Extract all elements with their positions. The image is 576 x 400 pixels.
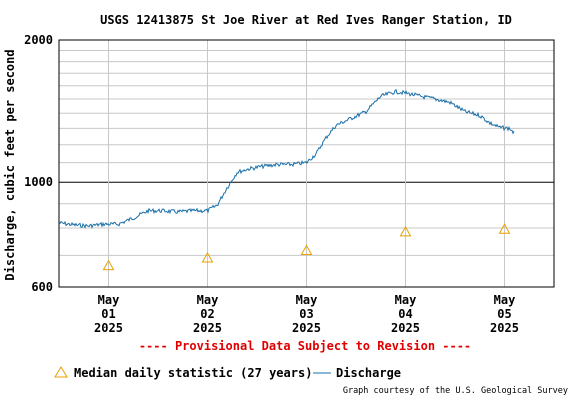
x-tick-year: 2025 — [193, 321, 222, 335]
y-tick-label: 2000 — [24, 33, 53, 47]
y-tick-label: 600 — [31, 280, 53, 294]
x-tick-day: 02 — [200, 307, 214, 321]
y-axis-label: Discharge, cubic feet per second — [3, 49, 17, 280]
grid-lines — [59, 40, 554, 287]
legend-discharge-label: Discharge — [336, 366, 401, 380]
x-tick-month: May — [197, 293, 219, 307]
x-tick-day: 05 — [497, 307, 511, 321]
discharge-line — [58, 88, 515, 229]
median-point — [498, 223, 511, 234]
legend: Median daily statistic (27 years) Discha… — [54, 366, 401, 380]
x-tick-year: 2025 — [490, 321, 519, 335]
legend-median-marker-icon — [54, 366, 68, 378]
plot-area-border — [58, 39, 555, 288]
x-tick-day: 03 — [299, 307, 313, 321]
credit-text: Graph courtesy of the U.S. Geological Su… — [343, 386, 568, 396]
y-tick-label: 1000 — [24, 175, 53, 189]
x-tick-day: 01 — [101, 307, 115, 321]
median-point — [201, 251, 214, 263]
provisional-note: ---- Provisional Data Subject to Revisio… — [139, 339, 471, 353]
y-axis-ticks: 600 1000 2000 — [24, 33, 53, 294]
x-tick-year: 2025 — [94, 321, 123, 335]
chart-title: USGS 12413875 St Joe River at Red Ives R… — [100, 13, 512, 27]
x-tick-year: 2025 — [292, 321, 321, 335]
median-point — [300, 244, 313, 255]
series-layer — [58, 88, 515, 271]
x-tick-month: May — [494, 293, 516, 307]
x-tick-month: May — [296, 293, 318, 307]
legend-median-label: Median daily statistic (27 years) — [74, 366, 312, 380]
median-point — [102, 259, 115, 271]
x-axis-ticks: May012025May022025May032025May042025May0… — [94, 293, 519, 335]
x-tick-month: May — [98, 293, 120, 307]
x-tick-month: May — [395, 293, 417, 307]
median-point — [399, 225, 412, 237]
x-tick-day: 04 — [398, 307, 412, 321]
x-tick-year: 2025 — [391, 321, 420, 335]
